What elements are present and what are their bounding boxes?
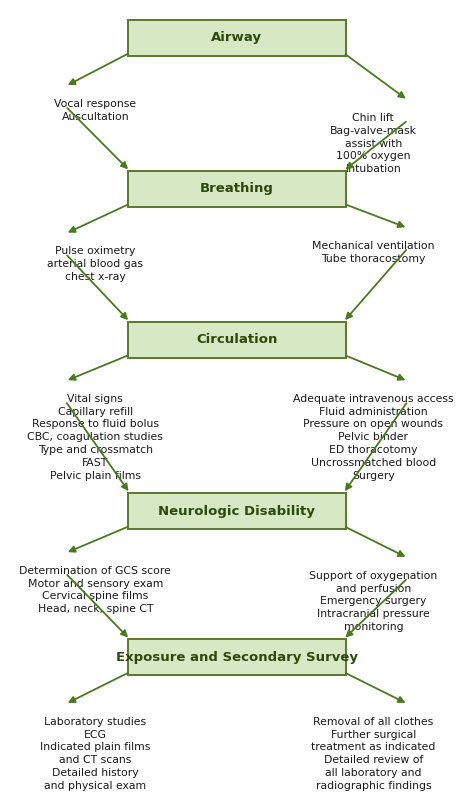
Text: Exposure and Secondary Survey: Exposure and Secondary Survey (116, 650, 358, 663)
FancyBboxPatch shape (128, 171, 346, 207)
Text: Removal of all clothes
Further surgical
treatment as indicated
Detailed review o: Removal of all clothes Further surgical … (311, 717, 436, 791)
Text: Chin lift
Bag-valve-mask
assist with
100% oxygen
Intubation: Chin lift Bag-valve-mask assist with 100… (330, 113, 417, 175)
Text: Circulation: Circulation (196, 333, 277, 346)
Text: Vital signs
Capillary refill
Response to fluid bolus
CBC, coagulation studies
Ty: Vital signs Capillary refill Response to… (27, 394, 163, 481)
Text: Pulse oximetry
arterial blood gas
chest x-ray: Pulse oximetry arterial blood gas chest … (47, 247, 143, 282)
FancyBboxPatch shape (128, 493, 346, 529)
FancyBboxPatch shape (128, 639, 346, 675)
Text: Adequate intravenous access
Fluid administration
Pressure on open wounds
Pelvic : Adequate intravenous access Fluid admini… (293, 394, 454, 481)
Text: Laboratory studies
ECG
Indicated plain films
and CT scans
Detailed history
and p: Laboratory studies ECG Indicated plain f… (40, 717, 151, 791)
FancyBboxPatch shape (128, 20, 346, 56)
Text: Determination of GCS score
Motor and sensory exam
Cervical spine films
Head, nec: Determination of GCS score Motor and sen… (19, 566, 171, 614)
Text: Vocal response
Auscultation: Vocal response Auscultation (55, 99, 137, 122)
FancyBboxPatch shape (128, 321, 346, 358)
Text: Support of oxygenation
and perfusion
Emergency surgery
Intracranial pressure
mon: Support of oxygenation and perfusion Eme… (309, 571, 438, 632)
Text: Neurologic Disability: Neurologic Disability (158, 505, 315, 517)
Text: Airway: Airway (211, 31, 262, 44)
Text: Mechanical ventilation
Tube thoracostomy: Mechanical ventilation Tube thoracostomy (312, 241, 435, 264)
Text: Breathing: Breathing (200, 183, 273, 195)
